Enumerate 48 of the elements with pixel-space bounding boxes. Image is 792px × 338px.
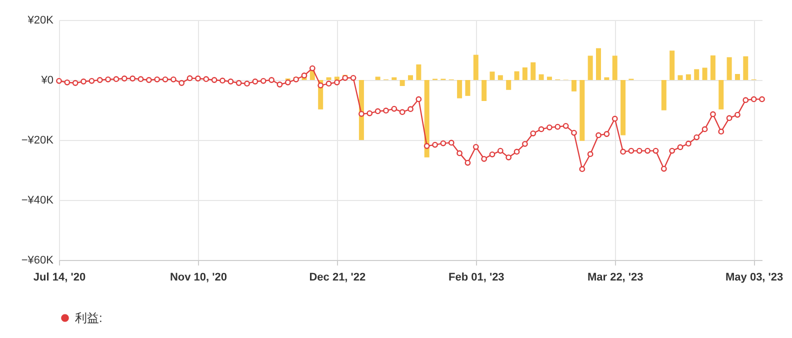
bar (743, 56, 748, 80)
x-tick-label: Jul 14, '20 (33, 272, 86, 284)
bar (465, 80, 470, 96)
bar (506, 80, 512, 90)
bar (710, 55, 716, 80)
bar (612, 56, 618, 80)
bar (686, 74, 691, 80)
bar (424, 80, 430, 158)
bar (734, 74, 740, 80)
bar (473, 54, 478, 80)
y-tick-label: ¥0 (40, 74, 54, 86)
bar (620, 80, 626, 136)
bar (482, 80, 487, 101)
bar (538, 74, 544, 80)
bar (408, 75, 413, 80)
bar (580, 80, 585, 141)
legend-label: 利益: (75, 311, 102, 325)
bar (514, 71, 520, 80)
y-tick-label: −¥40K (21, 194, 54, 206)
bar (490, 72, 495, 80)
bar (596, 48, 602, 80)
x-tick-label: Feb 01, '23 (448, 272, 504, 284)
bar (375, 76, 380, 80)
bar (416, 64, 422, 80)
bar (498, 75, 503, 80)
bar (661, 80, 666, 110)
x-tick-label: Mar 22, '23 (587, 272, 644, 284)
bar (604, 77, 610, 80)
bar (670, 50, 675, 80)
bar (588, 56, 593, 80)
x-tick-label: May 03, '23 (725, 272, 784, 284)
bar (546, 76, 552, 80)
bar (726, 57, 732, 80)
bar (522, 67, 528, 80)
bar (678, 75, 683, 80)
bar (530, 62, 536, 80)
y-tick-label: ¥20K (26, 14, 54, 26)
bar (571, 80, 576, 92)
y-tick-label: −¥20K (21, 134, 54, 146)
y-tick-label: −¥60K (21, 254, 54, 266)
bar (694, 69, 700, 80)
bar (718, 80, 724, 110)
bar (392, 77, 397, 80)
bar (457, 80, 462, 98)
x-tick-label: Nov 10, '20 (170, 272, 227, 284)
x-tick-label: Dec 21, '22 (309, 272, 366, 284)
bar (400, 80, 405, 86)
bar (702, 68, 708, 80)
